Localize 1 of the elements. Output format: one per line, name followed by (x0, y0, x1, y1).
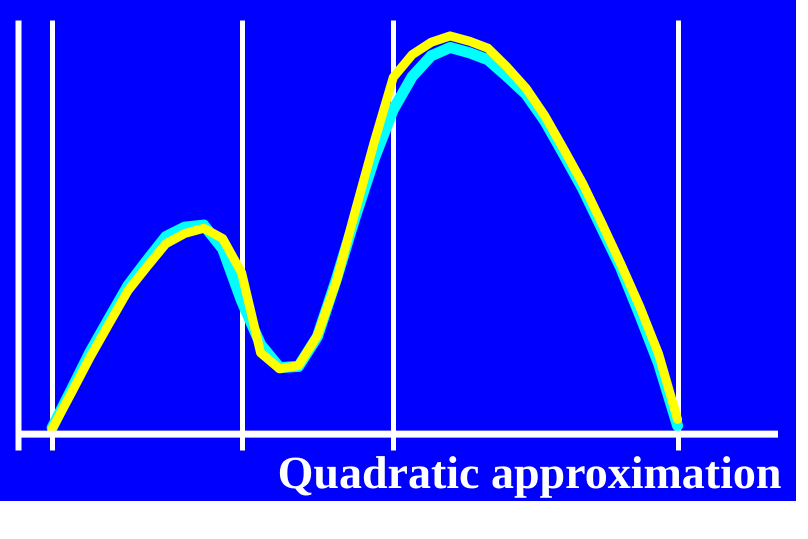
text: Quadratic approximation (278, 447, 782, 498)
